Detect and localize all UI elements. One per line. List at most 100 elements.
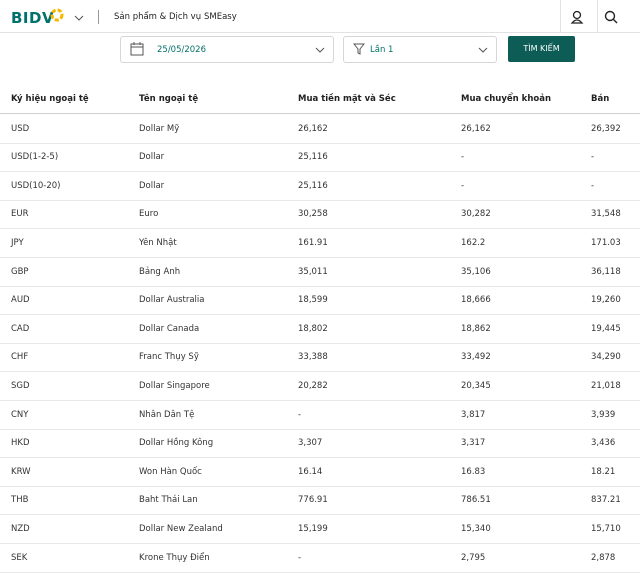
user-icon[interactable] [570, 10, 584, 24]
divider [98, 10, 99, 24]
row-rule [0, 200, 640, 201]
table-cell: 26,162 [461, 123, 491, 134]
table-cell: - [298, 552, 302, 563]
table-cell: 2,795 [461, 552, 486, 563]
table-cell: 15,710 [591, 523, 621, 534]
table-cell: Dollar [139, 180, 165, 191]
table-cell: 26,162 [298, 123, 328, 134]
table-cell: 3,939 [591, 409, 616, 420]
column-header: Bán [591, 94, 610, 104]
table-cell: Dollar Australia [139, 295, 205, 306]
table-cell: Won Hàn Quốc [139, 466, 202, 477]
logo[interactable]: BIDV [11, 9, 55, 27]
calendar-icon [130, 42, 144, 56]
table-cell: 20,345 [461, 380, 491, 391]
table-cell: 33,388 [298, 352, 328, 363]
table-cell: 25,116 [298, 152, 328, 163]
row-rule [0, 286, 640, 287]
table-cell: 3,436 [591, 438, 616, 449]
table-cell: 25,116 [298, 180, 328, 191]
table-cell: 21,018 [591, 380, 621, 391]
search-icon[interactable] [604, 10, 618, 24]
row-rule [0, 171, 640, 172]
row-rule [0, 343, 640, 344]
table-cell: 19,445 [591, 323, 621, 334]
table-cell: 15,340 [461, 523, 491, 534]
table-cell: CNY [11, 409, 29, 420]
table-cell: 776.91 [298, 495, 328, 506]
table-cell: - [461, 180, 465, 191]
table-cell: EUR [11, 209, 29, 220]
table-cell: 3,817 [461, 409, 486, 420]
column-header: Mua tiền mặt và Séc [298, 94, 396, 104]
table-cell: 34,290 [591, 352, 621, 363]
table-cell: 837.21 [591, 495, 621, 506]
table-cell: GBP [11, 266, 29, 277]
nav-link[interactable]: Sản phẩm & Dịch vụ [114, 12, 202, 22]
column-header: Mua chuyển khoản [461, 94, 551, 104]
date-value: 25/05/2026 [157, 45, 206, 55]
table-cell: 786.51 [461, 495, 491, 506]
table-cell: Dollar Canada [139, 323, 200, 334]
table-cell: USD [11, 123, 30, 134]
table-cell: 161.91 [298, 237, 328, 248]
menu-chevron[interactable] [74, 14, 84, 22]
table-cell: Dollar New Zealand [139, 523, 223, 534]
table-cell: USD(10-20) [11, 180, 61, 191]
table-cell: USD(1-2-5) [11, 152, 59, 163]
table-cell: Baht Thái Lan [139, 495, 198, 506]
table-cell: Yên Nhật [139, 237, 177, 248]
row-rule [0, 514, 640, 515]
table-cell: 20,282 [298, 380, 328, 391]
table-cell: 3,307 [298, 438, 323, 449]
date-picker[interactable] [120, 36, 334, 63]
table-cell: 16.83 [461, 466, 486, 477]
row-rule [0, 228, 640, 229]
table-cell: HKD [11, 438, 30, 449]
table-cell: Euro [139, 209, 159, 220]
table-cell: 15,199 [298, 523, 328, 534]
table-cell: - [591, 152, 595, 163]
divider [597, 0, 598, 32]
table-cell: - [461, 152, 465, 163]
table-cell: Dollar Singapore [139, 380, 210, 391]
table-cell: 30,282 [461, 209, 491, 220]
search-button[interactable]: TÌM KIẾM [508, 36, 575, 62]
table-cell: Nhân Dân Tệ [139, 409, 195, 420]
chevron [315, 47, 325, 53]
table-cell: - [591, 180, 595, 191]
row-rule [0, 371, 640, 372]
row-rule [0, 143, 640, 144]
table-cell: 2,878 [591, 552, 616, 563]
table-cell: 18,802 [298, 323, 328, 334]
table-cell: AUD [11, 295, 30, 306]
row-rule [0, 486, 640, 487]
table-cell: 19,260 [591, 295, 621, 306]
row-rule [0, 400, 640, 401]
nav-link[interactable]: SMEasy [204, 12, 237, 22]
column-header: Tên ngoại tệ [139, 94, 199, 104]
table-cell: Dollar Mỹ [139, 123, 180, 134]
filter-select[interactable] [343, 36, 497, 63]
row-rule [0, 257, 640, 258]
table-cell: 36,118 [591, 266, 621, 277]
table-cell: 16.14 [298, 466, 323, 477]
table-cell: 26,392 [591, 123, 621, 134]
divider [560, 0, 561, 32]
table-cell: THB [11, 495, 29, 506]
table-cell: 33,492 [461, 352, 491, 363]
table-cell: 31,548 [591, 209, 621, 220]
table-cell: 35,011 [298, 266, 328, 277]
table-cell: 18.21 [591, 466, 616, 477]
row-rule [0, 429, 640, 430]
filter-icon [353, 43, 365, 55]
table-cell: 18,666 [461, 295, 491, 306]
table-cell: SEK [11, 552, 28, 563]
row-rule [0, 543, 640, 544]
table-cell: SGD [11, 380, 30, 391]
row-rule [0, 457, 640, 458]
table-cell: KRW [11, 466, 31, 477]
table-cell: Bảng Anh [139, 266, 181, 277]
row-rule [0, 314, 640, 315]
